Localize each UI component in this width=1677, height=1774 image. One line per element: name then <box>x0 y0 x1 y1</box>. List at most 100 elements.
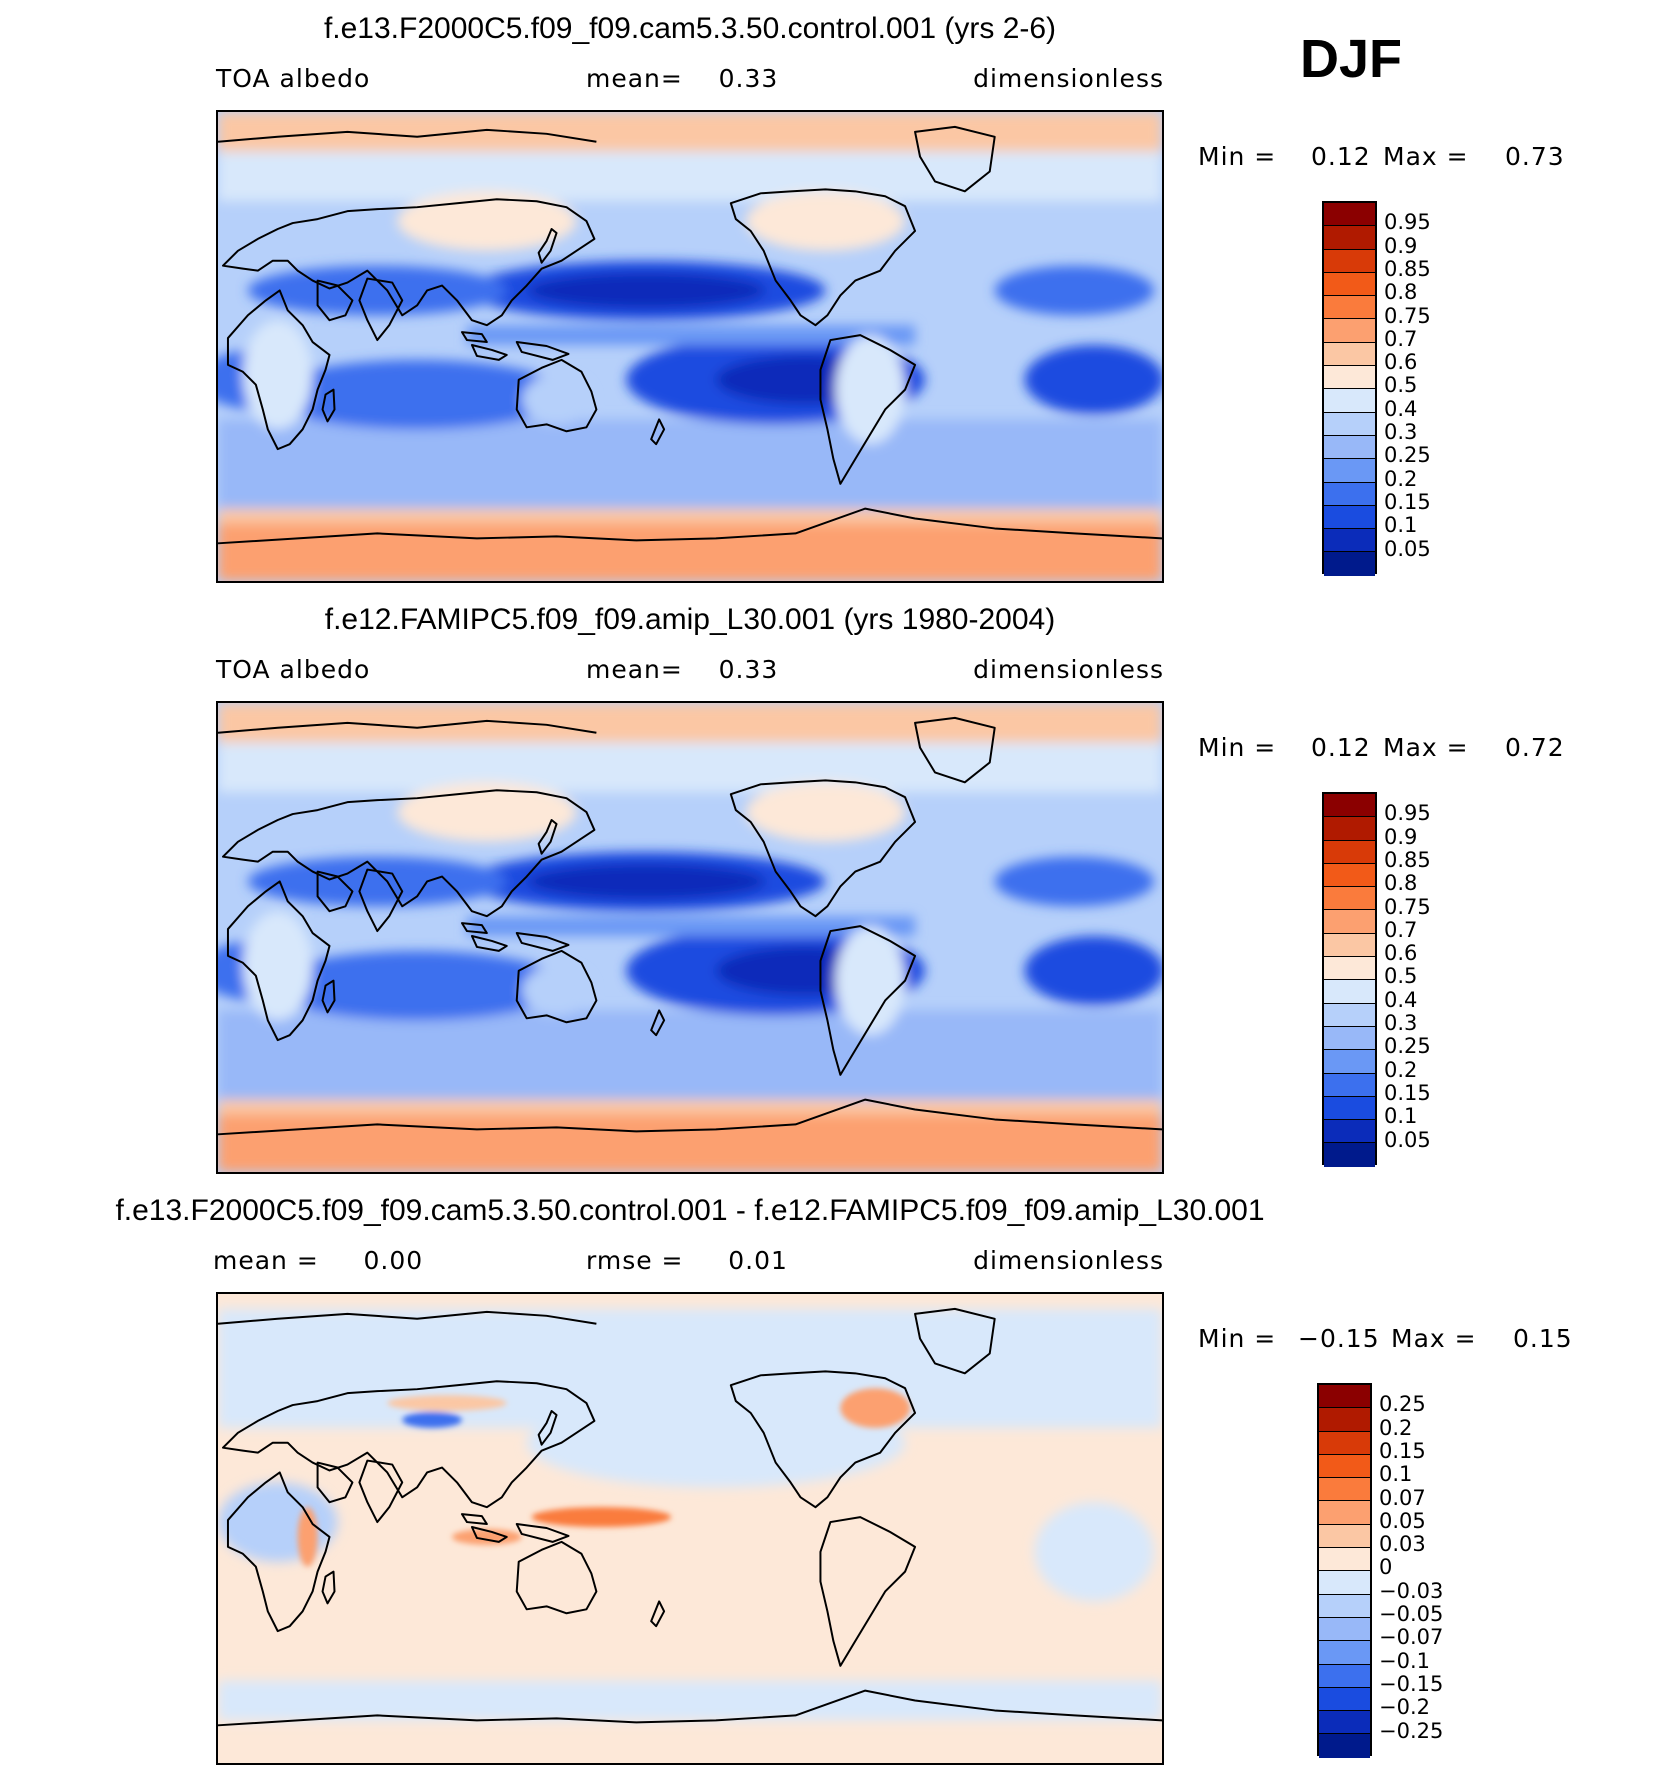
panel-2-title: f.e12.FAMIPC5.f09_f09.amip_L30.001 (yrs … <box>324 603 1056 636</box>
colorbar-tick-label: 0.05 <box>1384 1127 1431 1152</box>
colorbar-tick-label: 0.05 <box>1384 536 1431 561</box>
panel-1-map <box>216 110 1164 583</box>
colorbar-tick-label: 0.75 <box>1384 894 1431 919</box>
panel-2-variable-label: TOA albedo <box>216 655 371 684</box>
colorbar-tick-label: 0.95 <box>1384 210 1431 235</box>
colorbar-swatch <box>1324 226 1375 250</box>
colorbar-tick-label: −0.03 <box>1379 1578 1444 1603</box>
colorbar-swatch <box>1324 203 1375 227</box>
colorbar-tick-label: 0.95 <box>1384 801 1431 826</box>
colorbar-swatch <box>1319 1408 1370 1432</box>
colorbar-swatch <box>1324 1026 1375 1051</box>
colorbar-swatch <box>1319 1734 1370 1758</box>
colorbar-tick-label: 0.8 <box>1384 280 1418 305</box>
colorbar-swatch <box>1319 1478 1370 1502</box>
panel-3-rmse-label: rmse = 0.01 <box>586 1246 788 1275</box>
colorbar-tick-label: −0.05 <box>1379 1602 1444 1626</box>
colorbar-swatch <box>1319 1687 1370 1712</box>
panel-3-map-svg <box>218 1294 1162 1763</box>
panel-2-min-label: Min = <box>1198 733 1277 762</box>
colorbar-swatch <box>1319 1454 1370 1479</box>
colorbar-tick-label: 0.1 <box>1384 1104 1418 1129</box>
colorbar-tick-label: 0.2 <box>1384 466 1418 491</box>
colorbar-swatch <box>1324 1073 1375 1097</box>
colorbar-tick-label: −0.25 <box>1379 1718 1444 1743</box>
colorbar-tick-label: 0.3 <box>1384 420 1418 444</box>
colorbar-swatch <box>1324 1003 1375 1027</box>
colorbar-swatch <box>1319 1524 1370 1549</box>
panel-2-mean-label: mean= 0.33 <box>586 655 779 684</box>
colorbar-tick-label: 0.15 <box>1379 1438 1426 1463</box>
panel-2-max-value: 0.72 <box>1505 733 1565 762</box>
colorbar-tick-label: 0.25 <box>1384 1034 1431 1059</box>
colorbar-tick-label: −0.2 <box>1379 1695 1430 1720</box>
colorbar-tick-label: 0.7 <box>1384 326 1418 351</box>
panel-1-min-label: Min = <box>1198 142 1277 171</box>
colorbar-tick-label: 0.1 <box>1384 513 1418 538</box>
colorbar-swatch <box>1324 412 1375 436</box>
colorbar-tick-label: 0.15 <box>1384 489 1431 514</box>
panel-1-max-value: 0.73 <box>1505 142 1565 171</box>
season-label: DJF <box>1300 29 1403 89</box>
colorbar-swatch <box>1324 887 1375 911</box>
panel-2-min-value: 0.12 <box>1311 733 1371 762</box>
colorbar-swatch <box>1324 840 1375 864</box>
colorbar-tick-label: 0.7 <box>1384 917 1418 942</box>
colorbar-swatch <box>1324 1143 1375 1167</box>
panel-2-max-label: Max = <box>1383 733 1469 762</box>
colorbar-tick-label: −0.15 <box>1379 1671 1444 1696</box>
colorbar-tick-label: 0.2 <box>1384 1057 1418 1082</box>
colorbar-swatch <box>1319 1548 1370 1572</box>
colorbar-tick-label: 0.9 <box>1384 824 1418 849</box>
colorbar-tick-label: −0.07 <box>1379 1625 1444 1650</box>
colorbar-tick-label: 0.5 <box>1384 964 1418 989</box>
colorbar-tick-label: 0.3 <box>1384 1011 1418 1035</box>
panel-3-max-label: Max = <box>1391 1324 1477 1353</box>
colorbar-tick-label: 0.25 <box>1379 1392 1426 1417</box>
colorbar-tick-label: 0.9 <box>1384 233 1418 258</box>
panel-3-title: f.e13.F2000C5.f09_f09.cam5.3.50.control.… <box>115 1194 1265 1227</box>
colorbar-tick-label: −0.1 <box>1379 1648 1430 1673</box>
colorbar-swatch <box>1324 319 1375 343</box>
panel-3-map <box>216 1292 1164 1765</box>
colorbar-swatch <box>1319 1641 1370 1665</box>
panel-1-title: f.e13.F2000C5.f09_f09.cam5.3.50.control.… <box>323 12 1057 45</box>
colorbar-swatch <box>1319 1571 1370 1595</box>
panel-3-min-value: −0.15 <box>1298 1324 1380 1353</box>
colorbar-swatch <box>1324 817 1375 841</box>
panel-1-max-label: Max = <box>1383 142 1469 171</box>
colorbar-tick-label: 0.4 <box>1384 987 1418 1012</box>
colorbar-swatch <box>1324 980 1375 1004</box>
panel-2-map-svg <box>218 703 1162 1172</box>
colorbar-swatch <box>1324 272 1375 297</box>
colorbar-tick-label: 0 <box>1379 1555 1393 1580</box>
colorbar-tick-label: 0.85 <box>1384 256 1431 281</box>
colorbar-swatch <box>1324 459 1375 483</box>
colorbar-swatch <box>1324 1120 1375 1144</box>
panel-1-variable-label: TOA albedo <box>216 64 371 93</box>
panel-3-max-value: 0.15 <box>1513 1324 1573 1353</box>
panel-3-colorbar <box>1317 1383 1372 1758</box>
panel-3-mean-label: mean = 0.00 <box>213 1246 424 1275</box>
colorbar-tick-label: 0.25 <box>1384 443 1431 468</box>
panel-2-colorbar <box>1322 792 1377 1167</box>
colorbar-swatch <box>1324 910 1375 934</box>
colorbar-tick-label: 0.6 <box>1384 941 1418 966</box>
panel-1-map-svg <box>218 112 1162 581</box>
colorbar-tick-label: 0.03 <box>1379 1532 1426 1557</box>
colorbar-tick-label: 0.4 <box>1384 396 1418 421</box>
colorbar-swatch <box>1324 296 1375 320</box>
colorbar-swatch <box>1319 1617 1370 1642</box>
colorbar-tick-label: 0.85 <box>1384 847 1431 872</box>
colorbar-swatch <box>1324 249 1375 273</box>
colorbar-tick-label: 0.5 <box>1384 373 1418 398</box>
panel-1-mean-label: mean= 0.33 <box>586 64 779 93</box>
colorbar-swatch <box>1324 863 1375 888</box>
colorbar-swatch <box>1319 1431 1370 1455</box>
colorbar-tick-label: 0.1 <box>1379 1462 1413 1487</box>
colorbar-swatch <box>1324 957 1375 981</box>
panel-1-units-label: dimensionless <box>973 64 1164 93</box>
colorbar-tick-label: 0.6 <box>1384 350 1418 375</box>
colorbar-swatch <box>1324 482 1375 506</box>
colorbar-swatch <box>1324 1050 1375 1074</box>
